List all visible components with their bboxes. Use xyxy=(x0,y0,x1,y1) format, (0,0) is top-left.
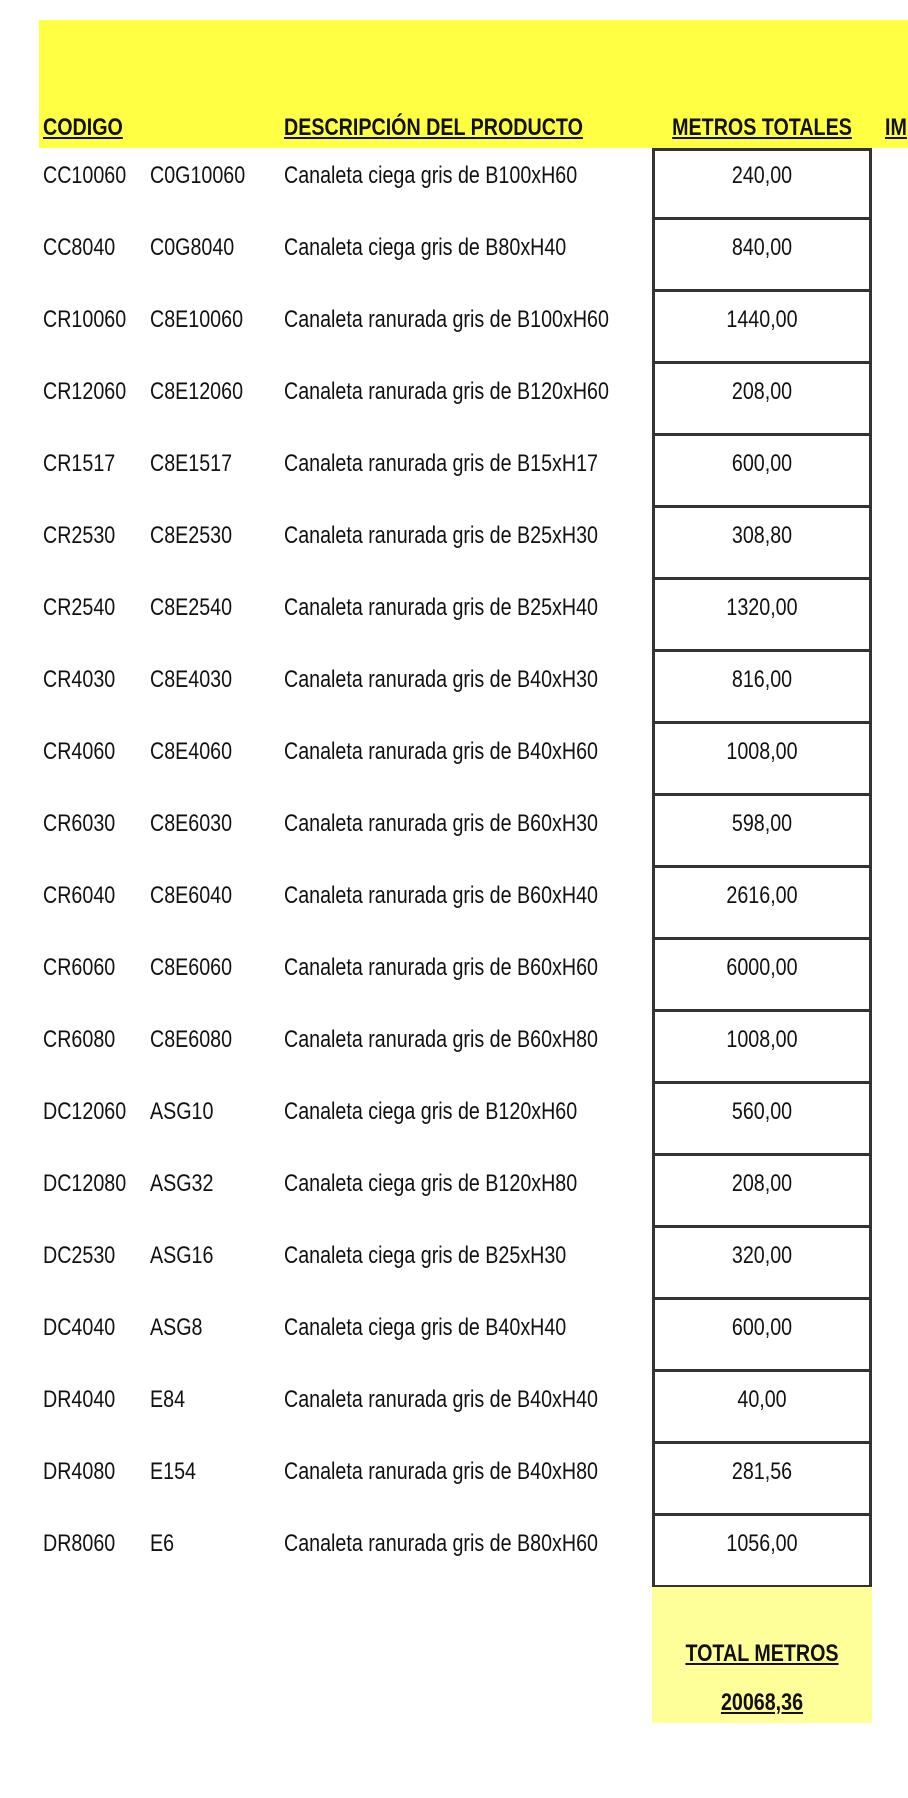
alt-code: C8E4060 xyxy=(150,738,233,765)
alt-code: E6 xyxy=(150,1530,175,1557)
code: CR4030 xyxy=(43,666,116,693)
code: DR4080 xyxy=(43,1458,116,1485)
description: Canaleta ranurada gris de B60xH80 xyxy=(284,1026,598,1053)
description: Canaleta ciega gris de B100xH60 xyxy=(284,162,578,189)
code: DC2530 xyxy=(43,1242,116,1269)
alt-code: C8E4030 xyxy=(150,666,233,693)
alt-code: C8E12060 xyxy=(150,378,244,405)
description: Canaleta ranurada gris de B25xH40 xyxy=(284,594,598,621)
total-label: TOTAL METROS xyxy=(685,1640,839,1667)
code: CR2530 xyxy=(43,522,116,549)
total-value: 20068,36 xyxy=(720,1689,804,1716)
description: Canaleta ciega gris de B120xH60 xyxy=(284,1098,578,1125)
description: Canaleta ranurada gris de B120xH60 xyxy=(284,378,609,405)
code: CR1517 xyxy=(43,450,116,477)
meters: 240,00 xyxy=(731,162,793,189)
alt-code: C8E2530 xyxy=(150,522,233,549)
alt-code: C8E2540 xyxy=(150,594,233,621)
meters: 2616,00 xyxy=(726,882,798,909)
code: CR4060 xyxy=(43,738,116,765)
description: Canaleta ciega gris de B25xH30 xyxy=(284,1242,567,1269)
code: DC12080 xyxy=(43,1170,127,1197)
header-description: DESCRIPCIÓN DEL PRODUCTO xyxy=(284,114,583,141)
meters-cell xyxy=(652,1513,872,1588)
alt-code: ASG10 xyxy=(150,1098,214,1125)
description: Canaleta ranurada gris de B40xH30 xyxy=(284,666,598,693)
meters: 320,00 xyxy=(731,1242,793,1269)
description: Canaleta ranurada gris de B25xH30 xyxy=(284,522,598,549)
header-code: CODIGO xyxy=(43,114,123,141)
meters: 1008,00 xyxy=(726,738,798,765)
code: CR6060 xyxy=(43,954,116,981)
alt-code: ASG16 xyxy=(150,1242,214,1269)
header-meters: METROS TOTALES xyxy=(672,114,852,141)
code: CR6040 xyxy=(43,882,116,909)
code: DR4040 xyxy=(43,1386,116,1413)
description: Canaleta ranurada gris de B60xH40 xyxy=(284,882,598,909)
header-cut: IM xyxy=(885,114,907,141)
description: Canaleta ranurada gris de B15xH17 xyxy=(284,450,598,477)
description: Canaleta ranurada gris de B80xH60 xyxy=(284,1530,598,1557)
alt-code: C0G10060 xyxy=(150,162,246,189)
alt-code: ASG32 xyxy=(150,1170,214,1197)
alt-code: E84 xyxy=(150,1386,186,1413)
description: Canaleta ranurada gris de B60xH30 xyxy=(284,810,598,837)
meters: 308,80 xyxy=(731,522,793,549)
description: Canaleta ranurada gris de B40xH40 xyxy=(284,1386,598,1413)
description: Canaleta ranurada gris de B100xH60 xyxy=(284,306,609,333)
description: Canaleta ciega gris de B40xH40 xyxy=(284,1314,567,1341)
alt-code: C8E10060 xyxy=(150,306,244,333)
meters: 600,00 xyxy=(731,1314,793,1341)
code: CR2540 xyxy=(43,594,116,621)
meters: 6000,00 xyxy=(726,954,798,981)
total-block xyxy=(652,1587,872,1723)
alt-code: C8E6060 xyxy=(150,954,233,981)
alt-code: C8E6040 xyxy=(150,882,233,909)
meters: 208,00 xyxy=(731,378,793,405)
code: CC8040 xyxy=(43,234,116,261)
alt-code: E154 xyxy=(150,1458,196,1485)
meters: 1320,00 xyxy=(726,594,798,621)
alt-code: C0G8040 xyxy=(150,234,235,261)
meters: 840,00 xyxy=(731,234,793,261)
meters: 1056,00 xyxy=(726,1530,798,1557)
meters: 40,00 xyxy=(737,1386,787,1413)
code: DR8060 xyxy=(43,1530,116,1557)
description: Canaleta ciega gris de B80xH40 xyxy=(284,234,567,261)
alt-code: C8E1517 xyxy=(150,450,233,477)
code: CC10060 xyxy=(43,162,127,189)
code: DC4040 xyxy=(43,1314,116,1341)
meters: 600,00 xyxy=(731,450,793,477)
alt-code: ASG8 xyxy=(150,1314,203,1341)
alt-code: C8E6080 xyxy=(150,1026,233,1053)
code: CR6030 xyxy=(43,810,116,837)
meters: 560,00 xyxy=(731,1098,793,1125)
description: Canaleta ciega gris de B120xH80 xyxy=(284,1170,578,1197)
code: CR10060 xyxy=(43,306,127,333)
meters: 598,00 xyxy=(731,810,793,837)
description: Canaleta ranurada gris de B40xH80 xyxy=(284,1458,598,1485)
header-band xyxy=(39,20,908,148)
description: Canaleta ranurada gris de B60xH60 xyxy=(284,954,598,981)
meters: 1440,00 xyxy=(726,306,798,333)
alt-code: C8E6030 xyxy=(150,810,233,837)
code: DC12060 xyxy=(43,1098,127,1125)
meters: 208,00 xyxy=(731,1170,793,1197)
code: CR6080 xyxy=(43,1026,116,1053)
description: Canaleta ranurada gris de B40xH60 xyxy=(284,738,598,765)
meters: 1008,00 xyxy=(726,1026,798,1053)
code: CR12060 xyxy=(43,378,127,405)
meters: 816,00 xyxy=(731,666,793,693)
meters: 281,56 xyxy=(731,1458,793,1485)
